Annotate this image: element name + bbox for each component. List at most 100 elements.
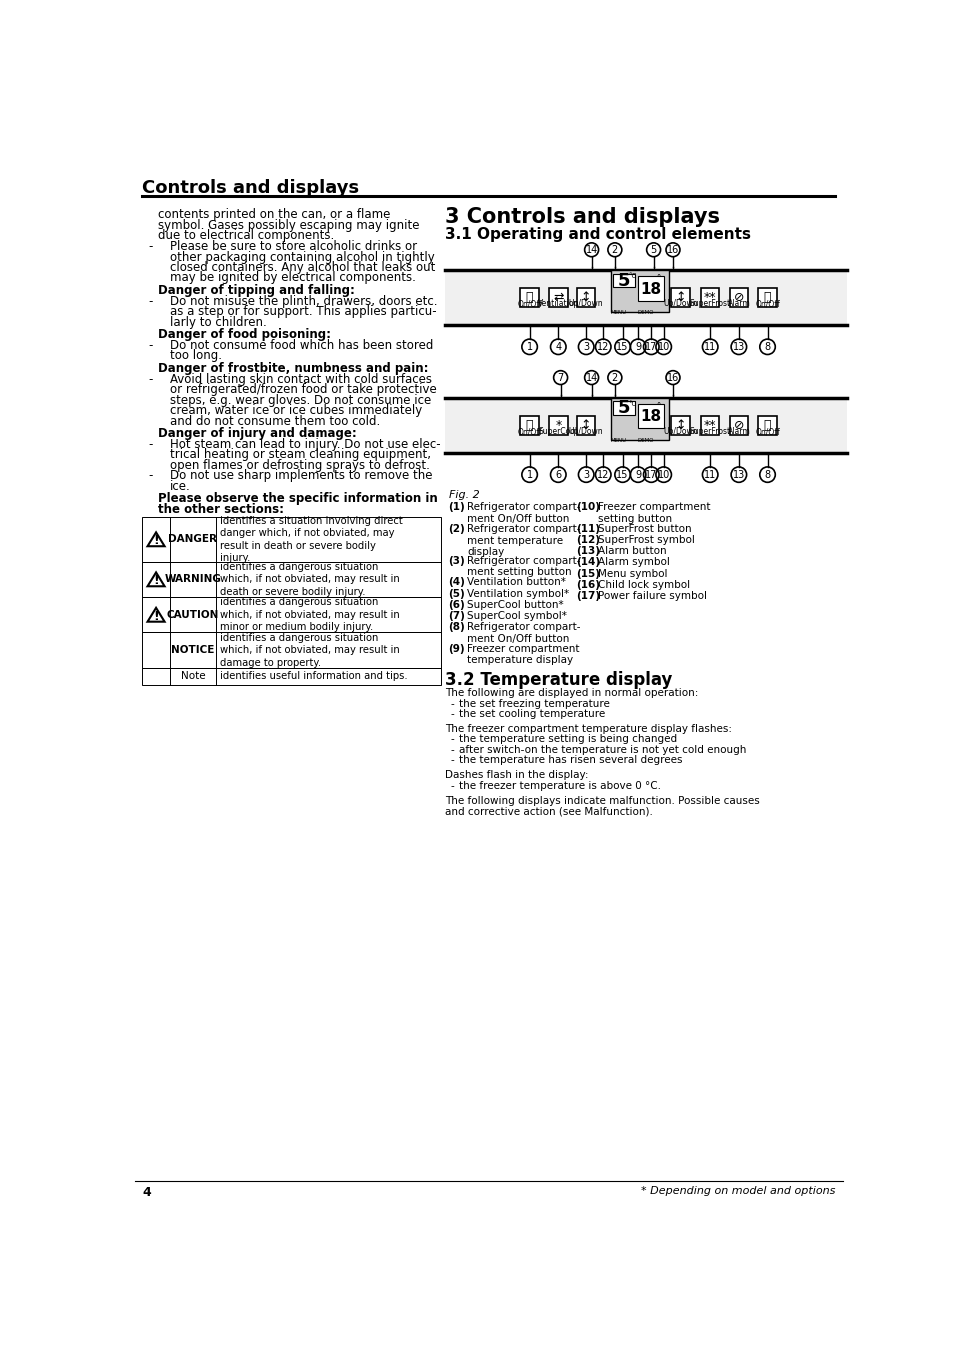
Text: may be ignited by electrical components.: may be ignited by electrical components. (170, 271, 416, 285)
Text: 3: 3 (582, 470, 589, 479)
Text: ⭘: ⭘ (525, 418, 533, 432)
Text: Up/Down: Up/Down (568, 300, 603, 308)
Bar (671, 416, 689, 435)
Text: (12): (12) (576, 535, 599, 545)
Bar (519, 416, 538, 435)
Text: 3 Controls and displays: 3 Controls and displays (444, 207, 719, 227)
Text: (1): (1) (448, 502, 465, 513)
Text: Refrigerator compart-
ment setting button: Refrigerator compart- ment setting butto… (467, 556, 580, 578)
Bar (519, 289, 538, 306)
Text: Danger of food poisoning:: Danger of food poisoning: (158, 328, 331, 342)
Text: 7: 7 (557, 373, 563, 382)
Text: 13: 13 (732, 342, 744, 352)
Text: 11: 11 (703, 342, 716, 352)
Text: -: - (149, 470, 152, 482)
Text: Child lock symbol: Child lock symbol (598, 579, 690, 590)
Text: On/Off: On/Off (755, 300, 780, 308)
Text: 9: 9 (635, 342, 640, 352)
Text: symbol. Gases possibly escaping may ignite: symbol. Gases possibly escaping may igni… (158, 219, 419, 232)
Text: Refrigerator compart-
ment On/Off button: Refrigerator compart- ment On/Off button (467, 622, 580, 644)
Text: as a step or for support. This applies particu-: as a step or for support. This applies p… (170, 305, 436, 319)
Bar (444, 398, 846, 454)
Text: (5): (5) (448, 589, 465, 598)
Text: the other sections:: the other sections: (158, 504, 284, 516)
Text: ↕: ↕ (675, 292, 685, 304)
Text: SuperFrost: SuperFrost (689, 427, 730, 436)
Text: due to electrical components.: due to electrical components. (158, 230, 334, 242)
Text: DEMO: DEMO (637, 310, 654, 315)
Text: Alarm: Alarm (727, 300, 749, 308)
Text: or refrigerated/frozen food or take protective: or refrigerated/frozen food or take prot… (170, 383, 436, 397)
Bar (729, 416, 747, 435)
Text: SuperFrost symbol: SuperFrost symbol (598, 535, 695, 545)
Text: Up/Down: Up/Down (568, 427, 603, 436)
Text: Hot steam can lead to injury. Do not use elec-: Hot steam can lead to injury. Do not use… (170, 437, 439, 451)
Text: **: ** (703, 418, 716, 432)
Text: identifies a dangerous situation
which, if not obviated, may result in
damage to: identifies a dangerous situation which, … (220, 633, 399, 668)
Text: Fig. 2: Fig. 2 (448, 490, 478, 500)
Bar (142, 517, 440, 562)
Bar (548, 416, 567, 435)
Text: and do not consume them too cold.: and do not consume them too cold. (170, 414, 379, 428)
Text: -: - (451, 755, 455, 765)
Text: identifies useful information and tips.: identifies useful information and tips. (220, 671, 407, 682)
Text: Menu symbol: Menu symbol (598, 568, 667, 579)
Text: SuperFrost button: SuperFrost button (598, 524, 691, 533)
Bar (610, 270, 668, 312)
Text: 2: 2 (611, 244, 618, 255)
Text: ice.: ice. (170, 479, 191, 493)
Text: the freezer temperature is above 0 °C.: the freezer temperature is above 0 °C. (458, 780, 660, 791)
Text: 16: 16 (666, 373, 679, 382)
Text: ⊘: ⊘ (733, 418, 743, 432)
Text: steps, e.g. wear gloves. Do not consume ice: steps, e.g. wear gloves. Do not consume … (170, 394, 431, 406)
Bar (610, 398, 668, 440)
Text: 3.2 Temperature display: 3.2 Temperature display (444, 671, 672, 690)
Text: contents printed on the can, or a flame: contents printed on the can, or a flame (158, 208, 390, 221)
Bar (613, 274, 635, 286)
Bar (700, 289, 719, 306)
Text: ⇄: ⇄ (553, 292, 563, 304)
Text: 2: 2 (611, 373, 618, 382)
Text: Controls and displays: Controls and displays (142, 180, 359, 197)
Text: ↕: ↕ (675, 418, 685, 432)
Bar (729, 289, 747, 306)
Text: (6): (6) (448, 599, 465, 610)
Text: identifies a dangerous situation
which, if not obviated, may result in
death or : identifies a dangerous situation which, … (220, 562, 399, 597)
Text: (2): (2) (448, 524, 465, 533)
Text: MENU: MENU (610, 310, 626, 315)
Text: 6: 6 (555, 470, 560, 479)
Text: Freezer compartment
temperature display: Freezer compartment temperature display (467, 644, 579, 666)
Bar (758, 416, 776, 435)
Text: (11): (11) (576, 524, 599, 533)
Text: (8): (8) (448, 622, 465, 632)
Text: 1: 1 (526, 342, 532, 352)
Text: closed containers. Any alcohol that leaks out: closed containers. Any alcohol that leak… (170, 261, 435, 274)
Text: -: - (451, 709, 455, 720)
Text: The following displays indicate malfunction. Possible causes: The following displays indicate malfunct… (444, 795, 759, 806)
Text: CAUTION: CAUTION (167, 610, 219, 620)
Text: DEMO: DEMO (637, 437, 654, 443)
Text: too long.: too long. (170, 350, 221, 363)
Text: SuperCool symbol*: SuperCool symbol* (467, 612, 566, 621)
Text: after switch-on the temperature is not yet cold enough: after switch-on the temperature is not y… (458, 745, 745, 755)
Text: 15: 15 (616, 470, 628, 479)
Text: (17): (17) (576, 591, 600, 601)
Text: Alarm button: Alarm button (598, 547, 666, 556)
Text: -: - (451, 734, 455, 744)
Text: SuperCool: SuperCool (538, 427, 578, 436)
Text: trical heating or steam cleaning equipment,: trical heating or steam cleaning equipme… (170, 448, 430, 462)
Text: Refrigerator compart-
ment temperature
display: Refrigerator compart- ment temperature d… (467, 524, 580, 558)
Bar (548, 289, 567, 306)
Text: (7): (7) (448, 612, 465, 621)
Text: -: - (149, 339, 152, 352)
Text: -: - (149, 373, 152, 386)
Text: Power failure symbol: Power failure symbol (598, 591, 706, 601)
Text: Refrigerator compart-
ment On/Off button: Refrigerator compart- ment On/Off button (467, 502, 580, 524)
Text: Ventilation symbol*: Ventilation symbol* (467, 589, 569, 598)
Text: (10): (10) (576, 502, 599, 513)
Text: (4): (4) (448, 578, 465, 587)
Text: 14: 14 (585, 373, 598, 382)
Text: Avoid lasting skin contact with cold surfaces: Avoid lasting skin contact with cold sur… (170, 373, 431, 386)
Text: ↕: ↕ (580, 292, 591, 304)
Text: Ventilation button*: Ventilation button* (467, 578, 565, 587)
